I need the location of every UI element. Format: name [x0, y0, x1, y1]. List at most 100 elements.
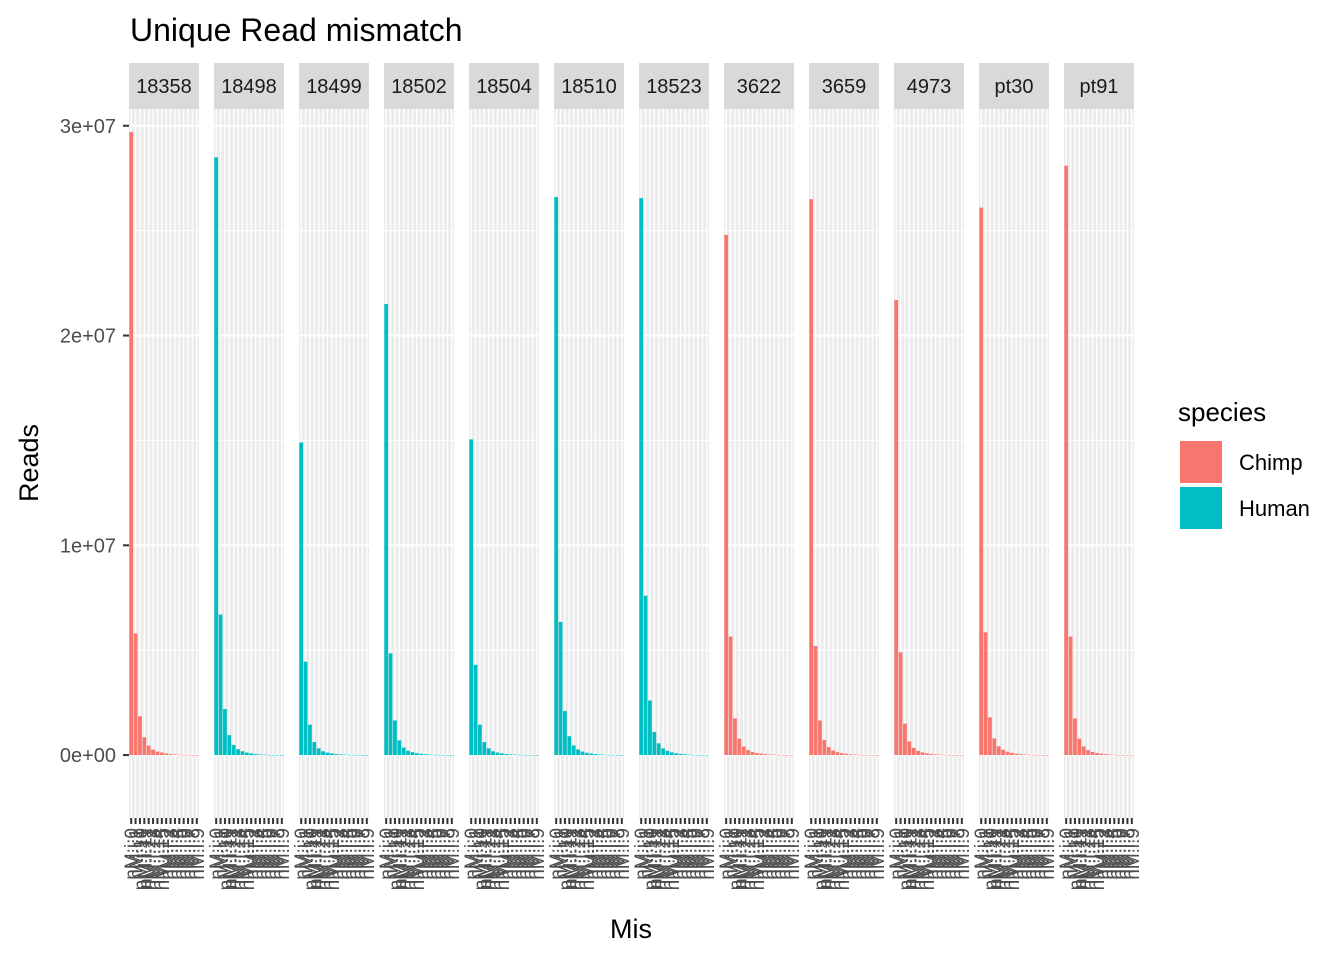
x-tick-label: nM:i:8 — [1033, 828, 1054, 880]
x-tick-label: nM:i:9 — [698, 828, 719, 880]
bar — [826, 747, 831, 756]
bar — [223, 708, 227, 756]
x-tick-label: nM:i:1 — [977, 828, 998, 880]
bar — [580, 751, 585, 756]
bar — [563, 711, 567, 756]
bar — [894, 299, 899, 756]
x-tick-label: nM:i:2 — [1007, 828, 1028, 880]
x-tick-label: nM:i:15 — [153, 828, 174, 890]
facet-strip — [1064, 63, 1134, 109]
chart-title: Unique Read mismatch — [130, 12, 463, 48]
bar — [933, 754, 938, 756]
x-tick-label: nM:i:6 — [770, 828, 791, 880]
panel-background — [639, 109, 709, 818]
bar — [920, 752, 925, 756]
x-tick-label: nM:i:0 — [632, 828, 653, 880]
x-tick-label: nM:i:0 — [972, 828, 993, 880]
bar — [728, 636, 733, 756]
x-tick-label: nM:i:8 — [1118, 828, 1139, 880]
x-tick-label: nM:i:7 — [1029, 828, 1050, 880]
bar — [186, 754, 190, 756]
bar — [253, 754, 258, 756]
bar — [513, 754, 517, 756]
bar — [844, 753, 849, 756]
x-tick-label: nM:i:4 — [676, 828, 697, 880]
facet-panel: 18504nM:i:0nM:i:1nM:i:10nM:i:11nM:i:12nM… — [462, 63, 549, 890]
panel-background — [894, 109, 964, 818]
bar — [1099, 753, 1104, 756]
x-tick-label: nM:i:8 — [948, 828, 969, 880]
bar — [938, 754, 942, 756]
x-tick-label: nM:i:13 — [824, 828, 845, 890]
bar — [1112, 754, 1117, 756]
x-tick-label: nM:i:14 — [148, 828, 169, 891]
bar — [262, 754, 267, 756]
bar — [469, 439, 474, 756]
y-tick-label: 3e+07 — [60, 116, 116, 138]
x-tick-label: nM:i:5 — [850, 828, 871, 880]
x-tick-label: nM:i:5 — [595, 828, 616, 880]
bar — [674, 753, 679, 756]
facet-strip — [894, 63, 964, 109]
x-tick-label: nM:i:1 — [127, 828, 148, 880]
bar — [643, 595, 648, 756]
x-tick-label: nM:i:13 — [1079, 828, 1100, 890]
bar — [334, 754, 339, 756]
x-tick-label: nM:i:15 — [1003, 828, 1024, 890]
y-axis-title: Reads — [14, 424, 44, 502]
bar — [249, 753, 254, 756]
x-tick-label: nM:i:14 — [318, 828, 339, 891]
bar — [168, 754, 173, 756]
bar — [754, 752, 759, 756]
x-tick-label: nM:i:0 — [717, 828, 738, 880]
facet-strip-label: 18498 — [221, 76, 277, 98]
bar — [351, 754, 356, 756]
x-tick-label: nM:i:11 — [985, 828, 1006, 889]
bar — [236, 749, 240, 756]
facet-panel: 3622nM:i:0nM:i:1nM:i:10nM:i:11nM:i:12nM:… — [717, 63, 804, 890]
facet-panel: pt91nM:i:0nM:i:1nM:i:10nM:i:11nM:i:12nM:… — [1057, 63, 1144, 890]
x-tick-label: nM:i:14 — [743, 828, 764, 891]
facet-strip — [129, 63, 199, 109]
x-tick-label: nM:i:13 — [144, 828, 165, 890]
bar — [1001, 749, 1005, 756]
x-tick-label: nM:i:5 — [170, 828, 191, 880]
x-tick-label: nM:i:10 — [556, 828, 577, 890]
bar — [428, 754, 432, 756]
x-tick-label: nM:i:13 — [654, 828, 675, 890]
x-tick-label: nM:i:12 — [480, 828, 501, 890]
bar — [1077, 738, 1082, 756]
facet-panel: 18498nM:i:0nM:i:1nM:i:10nM:i:11nM:i:12nM… — [207, 63, 294, 890]
facet-strip-label: 18358 — [136, 76, 192, 98]
facet-panel: 18502nM:i:0nM:i:1nM:i:10nM:i:11nM:i:12nM… — [377, 63, 464, 890]
bar — [321, 751, 325, 756]
bar — [835, 752, 840, 756]
x-tick-label: nM:i:10 — [641, 828, 662, 890]
x-tick-label: nM:i:9 — [528, 828, 549, 880]
x-tick-label: nM:i:10 — [726, 828, 747, 890]
x-tick-label: nM:i:14 — [913, 828, 934, 891]
x-tick-label: nM:i:6 — [345, 828, 366, 880]
y-tick-label: 0e+00 — [60, 745, 116, 767]
bar — [441, 754, 445, 756]
panel-background — [469, 109, 539, 818]
bar — [911, 747, 916, 756]
bar — [360, 754, 365, 756]
x-tick-label: nM:i:2 — [497, 828, 518, 880]
x-tick-label: nM:i:3 — [502, 828, 523, 880]
bar — [639, 198, 644, 756]
x-axis-title: Mis — [610, 914, 652, 944]
x-tick-label: nM:i:7 — [604, 828, 625, 880]
bar — [700, 754, 705, 756]
bar — [258, 754, 262, 756]
bar — [432, 754, 437, 756]
x-tick-label: nM:i:14 — [573, 828, 594, 891]
x-tick-label: nM:i:14 — [828, 828, 849, 891]
x-tick-label: nM:i:8 — [608, 828, 629, 880]
x-tick-label: nM:i:12 — [395, 828, 416, 890]
x-tick-label: nM:i:1 — [892, 828, 913, 880]
x-tick-label: nM:i:11 — [645, 828, 666, 889]
facet-panel: 3659nM:i:0nM:i:1nM:i:10nM:i:11nM:i:12nM:… — [802, 63, 889, 890]
x-tick-label: nM:i:13 — [484, 828, 505, 890]
x-tick-label: nM:i:11 — [815, 828, 836, 889]
